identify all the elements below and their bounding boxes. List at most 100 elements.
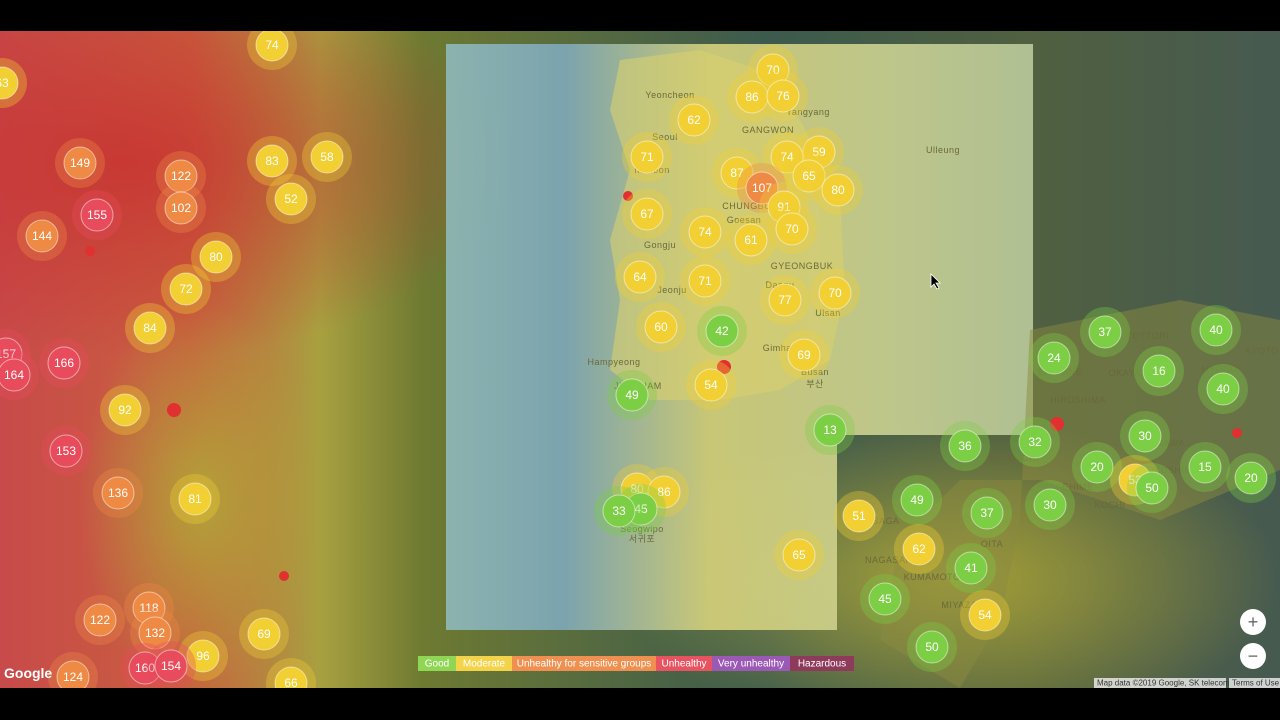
marker[interactable] [138, 616, 172, 650]
marker[interactable] [630, 197, 664, 231]
marker[interactable] [954, 551, 988, 585]
marker[interactable] [623, 260, 657, 294]
marker[interactable] [274, 182, 308, 216]
marker[interactable] [154, 649, 188, 683]
marker[interactable] [868, 582, 902, 616]
marker[interactable] [766, 79, 800, 113]
marker[interactable] [720, 156, 754, 190]
marker-value: 107 [752, 181, 772, 195]
marker[interactable] [133, 311, 167, 345]
marker[interactable] [80, 198, 114, 232]
marker[interactable] [745, 171, 779, 205]
marker[interactable] [0, 66, 19, 100]
marker[interactable] [63, 146, 97, 180]
marker-value: 62 [687, 113, 701, 127]
marker[interactable] [694, 368, 728, 402]
marker[interactable] [842, 499, 876, 533]
legend-swatch[interactable] [790, 656, 854, 671]
marker[interactable] [0, 358, 31, 392]
terms-link[interactable]: Terms of Use [1232, 679, 1280, 688]
marker[interactable] [1088, 315, 1122, 349]
marker[interactable] [108, 393, 142, 427]
marker[interactable] [688, 215, 722, 249]
marker[interactable] [813, 413, 847, 447]
marker[interactable] [647, 475, 681, 509]
marker[interactable] [900, 483, 934, 517]
fire-icon[interactable] [623, 191, 633, 201]
marker[interactable] [968, 598, 1002, 632]
fire-icon[interactable] [1232, 428, 1242, 438]
marker[interactable] [1234, 461, 1268, 495]
legend-swatch[interactable] [418, 656, 456, 671]
fire-icon[interactable] [1050, 417, 1064, 431]
zoom-out-label[interactable]: − [1248, 646, 1259, 666]
marker[interactable] [1188, 450, 1222, 484]
marker[interactable] [821, 173, 855, 207]
marker[interactable] [775, 212, 809, 246]
marker[interactable] [677, 103, 711, 137]
marker-value: 92 [118, 403, 132, 417]
marker-value: 45 [878, 592, 892, 606]
marker[interactable] [792, 159, 826, 193]
zoom-out-button[interactable] [1240, 643, 1266, 669]
zoom-in-button[interactable] [1240, 609, 1266, 635]
marker[interactable] [688, 264, 722, 298]
marker[interactable] [768, 283, 802, 317]
legend-swatch[interactable] [656, 656, 712, 671]
marker[interactable] [734, 223, 768, 257]
marker[interactable] [1206, 372, 1240, 406]
marker[interactable] [255, 144, 289, 178]
marker[interactable] [615, 378, 649, 412]
marker[interactable] [705, 314, 739, 348]
marker[interactable] [970, 496, 1004, 530]
marker[interactable] [644, 310, 678, 344]
marker[interactable] [169, 272, 203, 306]
place-label: TOKUSHIMA [1141, 465, 1199, 475]
marker[interactable] [1018, 425, 1052, 459]
legend-swatch[interactable] [456, 656, 512, 671]
marker[interactable] [1142, 354, 1176, 388]
fire-icon[interactable] [279, 571, 289, 581]
marker[interactable] [1080, 450, 1114, 484]
marker[interactable] [1128, 419, 1162, 453]
marker[interactable] [630, 140, 664, 174]
place-label: OITA [981, 539, 1003, 549]
marker[interactable] [25, 219, 59, 253]
legend-swatch[interactable] [712, 656, 790, 671]
place-label: Yeoncheon [645, 90, 694, 100]
legend-label: Very unhealthy [718, 659, 784, 670]
marker[interactable] [1199, 313, 1233, 347]
marker[interactable] [199, 240, 233, 274]
marker-value: 166 [54, 356, 74, 370]
marker[interactable] [770, 140, 804, 174]
marker[interactable] [186, 639, 220, 673]
marker[interactable] [602, 494, 636, 528]
marker[interactable] [948, 429, 982, 463]
marker-value: 36 [958, 439, 972, 453]
marker[interactable] [915, 630, 949, 664]
fire-icon[interactable] [85, 246, 95, 256]
marker[interactable] [83, 603, 117, 637]
marker[interactable] [164, 191, 198, 225]
fire-icon[interactable] [717, 360, 731, 374]
marker-value: 102 [171, 201, 191, 215]
marker[interactable] [1033, 488, 1067, 522]
legend-swatch[interactable] [512, 656, 656, 671]
marker[interactable] [247, 617, 281, 651]
fire-icon[interactable] [167, 403, 181, 417]
marker[interactable] [178, 482, 212, 516]
marker[interactable] [818, 276, 852, 310]
zoom-in-label[interactable]: + [1248, 612, 1259, 632]
marker[interactable] [1037, 341, 1071, 375]
marker[interactable] [310, 140, 344, 174]
place-label: OKAYAMA [1109, 368, 1156, 378]
google-logo[interactable]: Google [4, 665, 52, 681]
marker[interactable] [47, 346, 81, 380]
marker[interactable] [787, 338, 821, 372]
marker-value: 144 [32, 229, 52, 243]
marker[interactable] [49, 434, 83, 468]
marker[interactable] [782, 538, 816, 572]
marker[interactable] [1135, 471, 1169, 505]
marker[interactable] [101, 476, 135, 510]
marker[interactable] [902, 532, 936, 566]
